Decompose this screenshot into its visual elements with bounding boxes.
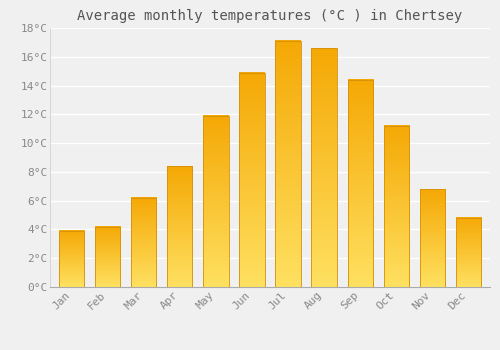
Bar (240, 72, 264, 287)
Bar (456, 218, 481, 287)
Title: Average monthly temperatures (°C ) in Chertsey: Average monthly temperatures (°C ) in Ch… (78, 9, 462, 23)
Bar (276, 41, 300, 287)
Bar (312, 48, 336, 287)
Bar (59, 231, 84, 287)
Bar (420, 189, 445, 287)
Bar (384, 126, 409, 287)
Bar (204, 116, 229, 287)
Bar (348, 80, 373, 287)
Bar (131, 198, 156, 287)
Bar (95, 226, 120, 287)
Bar (167, 166, 192, 287)
